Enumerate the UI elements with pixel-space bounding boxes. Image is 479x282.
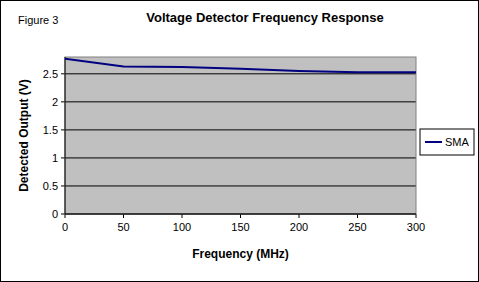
- series-line: [65, 59, 416, 72]
- plot-frame: [65, 57, 416, 214]
- y-tick-label: 1.5: [43, 124, 58, 136]
- series-group: [65, 59, 416, 72]
- x-tick-label: 0: [62, 221, 68, 233]
- y-tick: [61, 185, 65, 186]
- y-tick-label: 0.5: [43, 180, 58, 192]
- x-tick: [123, 214, 124, 218]
- y-tick: [61, 157, 65, 158]
- grid-line: [65, 101, 416, 102]
- y-tick-label: 1: [52, 152, 58, 164]
- x-tick-label: 300: [407, 221, 425, 233]
- chart-border: [1, 1, 479, 282]
- x-tick-label: 50: [117, 221, 129, 233]
- x-tick-label: 200: [290, 221, 308, 233]
- grid-line: [65, 185, 416, 186]
- y-tick: [61, 101, 65, 102]
- grid-line: [65, 214, 416, 215]
- x-tick: [182, 214, 183, 218]
- grid-line: [65, 73, 416, 74]
- y-axis: [65, 57, 66, 214]
- x-tick-label: 100: [173, 221, 191, 233]
- y-axis-label: Detected Output (V): [17, 79, 31, 192]
- legend-label: SMA: [445, 136, 470, 148]
- x-axis: [65, 214, 416, 215]
- legend-swatch: [425, 141, 442, 143]
- chart-title: Voltage Detector Frequency Response: [146, 10, 383, 25]
- annotation: Figure 3: [18, 14, 58, 26]
- grid-line: [65, 129, 416, 130]
- y-tick-label: 0: [52, 208, 58, 220]
- x-tick: [240, 214, 241, 218]
- x-tick-label: 250: [348, 221, 366, 233]
- y-tick: [61, 73, 65, 74]
- x-tick: [357, 214, 358, 218]
- x-tick: [299, 214, 300, 218]
- y-tick: [61, 129, 65, 130]
- legend-box: [420, 129, 474, 155]
- y-tick: [61, 214, 65, 215]
- x-tick: [416, 214, 417, 218]
- y-tick-label: 2.5: [43, 68, 58, 80]
- x-tick: [65, 214, 66, 218]
- plot-area: [65, 57, 416, 214]
- y-tick-label: 2: [52, 96, 58, 108]
- x-axis-label: Frequency (MHz): [192, 247, 289, 261]
- chart: 0 0.5 1 1.5 2 2.5 0 50 100 150 200 250 300 SMA Voltage…: [0, 0, 479, 282]
- grid-line: [65, 157, 416, 158]
- x-tick-label: 150: [231, 221, 249, 233]
